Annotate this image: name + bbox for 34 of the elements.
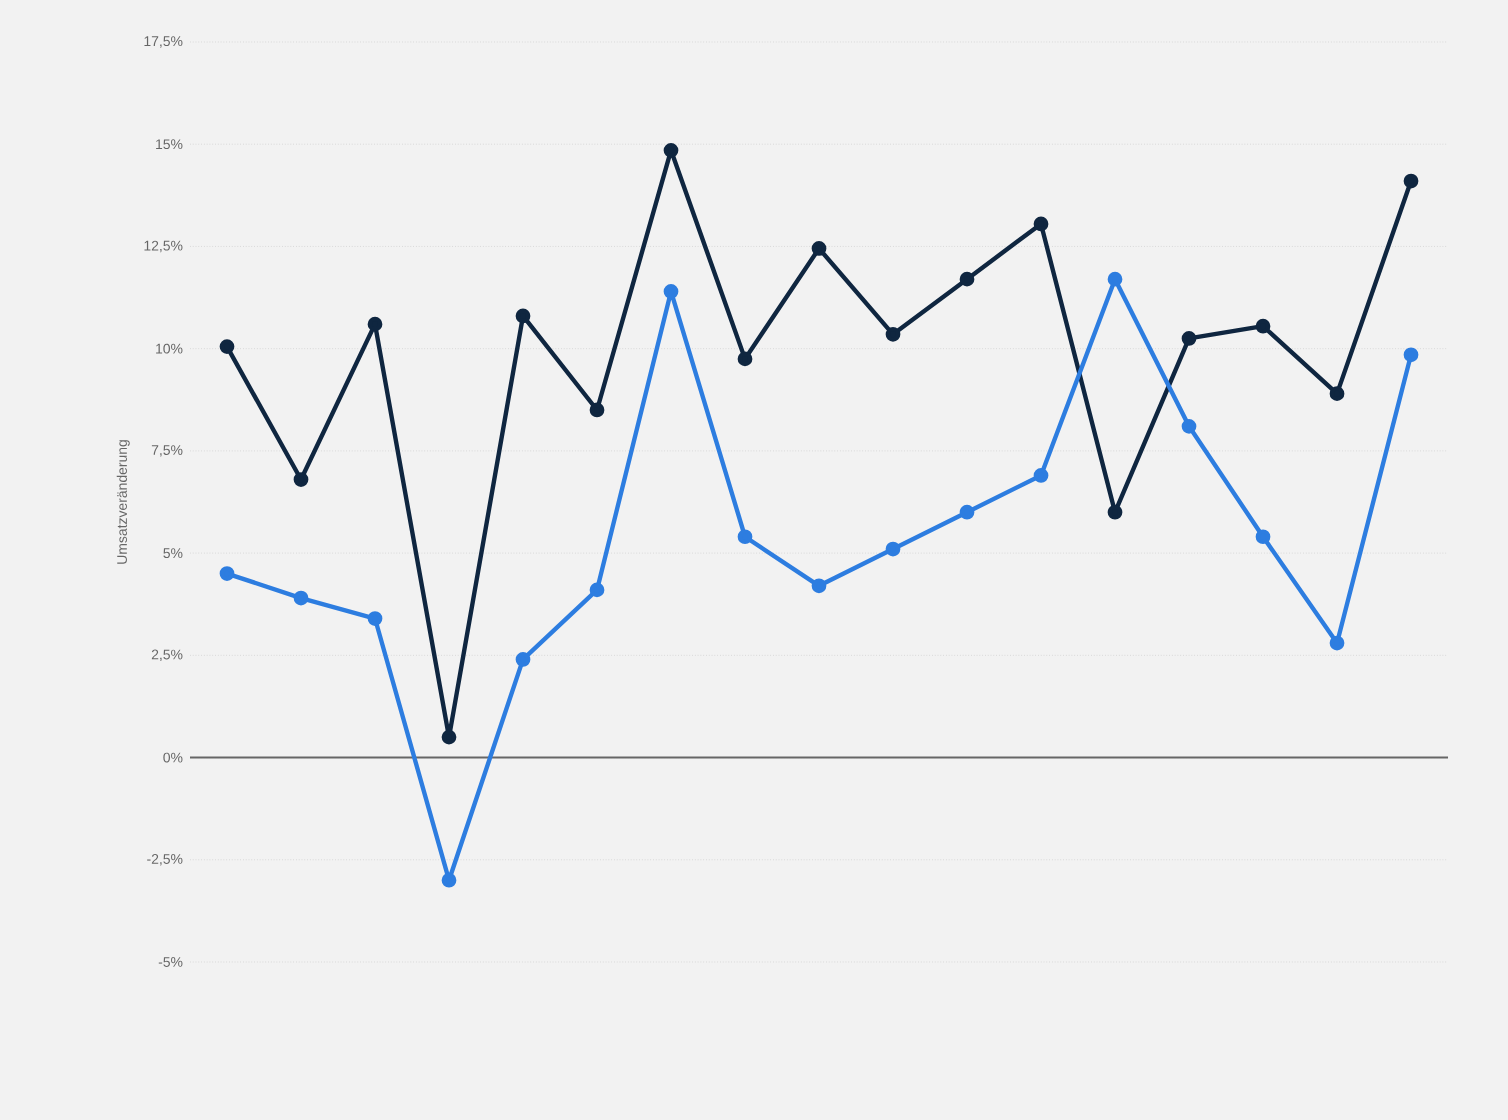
point (959, 504, 975, 520)
point (1255, 318, 1271, 334)
point (811, 241, 827, 256)
point (663, 284, 679, 299)
point (1329, 386, 1345, 402)
point (885, 541, 901, 557)
point (515, 308, 531, 324)
point (1107, 504, 1123, 520)
point (885, 326, 901, 342)
point (367, 611, 383, 626)
point (1033, 216, 1049, 232)
point (737, 529, 753, 545)
point (1181, 331, 1197, 346)
point (441, 872, 457, 888)
point (1403, 173, 1419, 189)
point (219, 566, 235, 581)
point (1329, 635, 1345, 651)
point (441, 729, 457, 745)
point (663, 142, 679, 158)
point (589, 402, 605, 418)
point (1255, 529, 1271, 545)
point (1403, 347, 1419, 363)
point (293, 590, 309, 606)
point (1107, 271, 1123, 287)
point (811, 578, 827, 594)
point (367, 316, 383, 332)
point (1033, 468, 1049, 483)
point (959, 271, 975, 287)
point (737, 351, 753, 367)
point (515, 652, 531, 667)
point (219, 339, 235, 354)
point (589, 582, 605, 598)
point (1181, 418, 1197, 434)
point (293, 472, 309, 487)
